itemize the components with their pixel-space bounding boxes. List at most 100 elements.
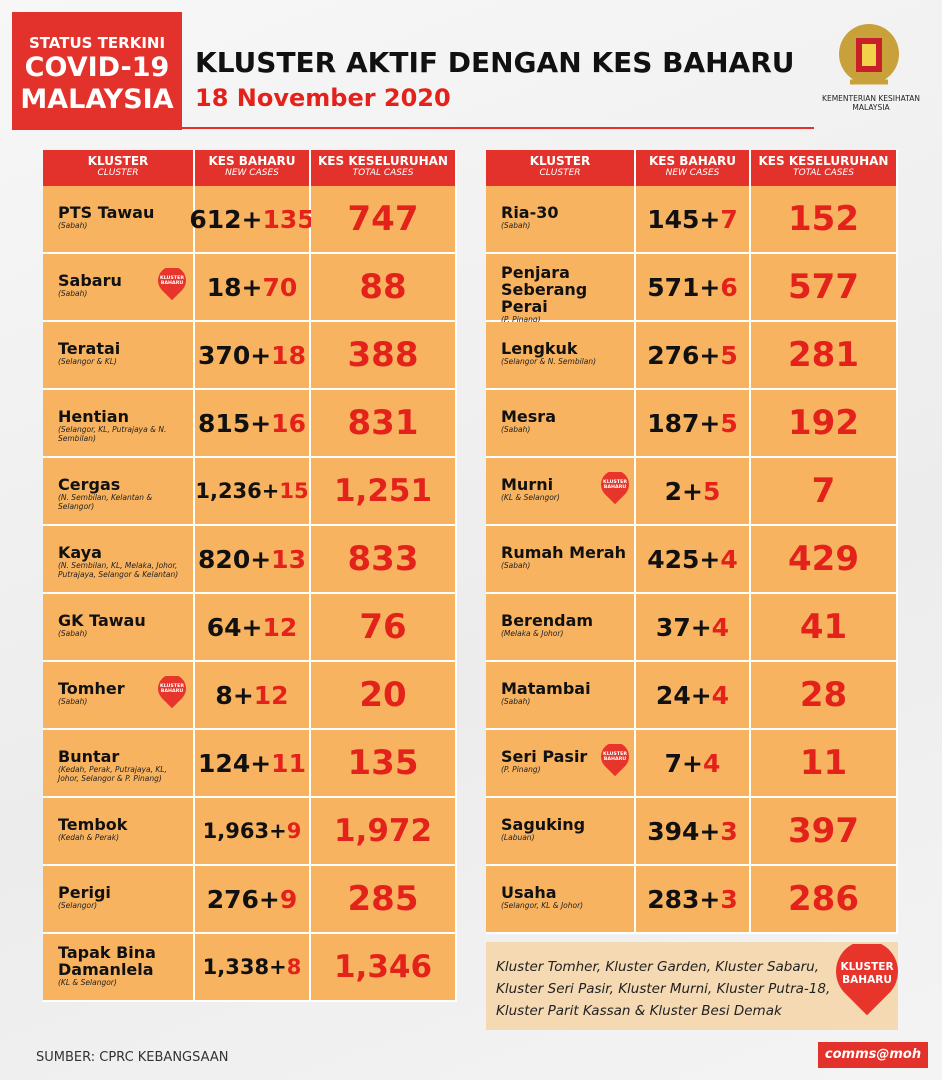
cluster-name: Cergas — [58, 475, 121, 494]
base-cases: 2 — [664, 476, 683, 506]
cluster-cell: Berendam (Melaka & Johor) — [486, 594, 636, 662]
cluster-cell: Tembok (Kedah & Perak) — [43, 798, 195, 866]
source: SUMBER: CPRC KEBANGSAAN — [36, 1050, 229, 1065]
total-cases-cell: 1,972 — [311, 798, 457, 866]
base-cases: 7 — [664, 748, 683, 778]
title: KLUSTER AKTIF DENGAN KES BAHARU — [195, 46, 795, 79]
new-cases-cell: 1,338 +8 — [195, 934, 311, 1002]
total-cases-cell: 7 — [751, 458, 898, 526]
total-cases-cell: 152 — [751, 186, 898, 254]
new-cases-cell: 8 +12 — [195, 662, 311, 730]
added-cases: 18 — [271, 340, 306, 370]
badge-text: KLUSTER BAHARU — [158, 684, 186, 695]
base-cases: 124 — [198, 748, 251, 778]
cluster-cell: Penjara Seberang Perai (P. Pinang) — [486, 254, 636, 324]
cluster-name: Penjara Seberang Perai — [501, 263, 588, 316]
column-sub: NEW CASES — [225, 168, 279, 178]
column-sub: CLUSTER — [539, 168, 581, 178]
kluster-baharu-badge: KLUSTER BAHARU — [601, 744, 629, 777]
cluster-block: Cergas (N. Sembilan, Kelantan & Selangor) — [58, 476, 186, 511]
added-cases: 3 — [720, 816, 738, 846]
kluster-baharu-badge: KLUSTER BAHARU — [158, 268, 186, 301]
cluster-state: (P. Pinang) — [501, 315, 541, 324]
plus-sign: + — [269, 819, 287, 843]
cluster-block: Mesra (Sabah) — [501, 408, 629, 434]
badge-line: KLUSTER — [840, 961, 894, 974]
total-cases-cell: 11 — [751, 730, 898, 798]
kluster-baharu-badge: KLUSTER BAHARU — [836, 944, 898, 1016]
base-cases: 276 — [206, 884, 259, 914]
cluster-block: Buntar (Kedah, Perak, Putrajaya, KL, Joho… — [58, 748, 186, 783]
new-cases-cell: 276 +9 — [195, 866, 311, 934]
total-cases-cell: 76 — [311, 594, 457, 662]
cluster-state: (Sabah) — [501, 425, 531, 434]
cluster-block: Saguking (Labuan) — [501, 816, 629, 842]
cluster-block: Tomher (Sabah) — [58, 680, 158, 706]
base-cases: 1,338 — [202, 955, 270, 979]
plus-sign: + — [699, 272, 721, 302]
total-cases-cell: 28 — [751, 662, 898, 730]
added-cases: 70 — [262, 272, 298, 302]
cluster-state: (Sabah) — [58, 697, 88, 706]
added-cases: 9 — [286, 819, 302, 843]
total-cases-cell: 88 — [311, 254, 457, 322]
column-sub: CLUSTER — [97, 168, 139, 178]
added-cases: 4 — [711, 612, 730, 642]
cluster-state: (KL & Selangor) — [501, 493, 560, 502]
status-line: MALAYSIA — [20, 84, 174, 115]
cluster-name: Berendam — [501, 611, 594, 630]
added-cases: 8 — [286, 955, 302, 979]
cluster-state: (Sabah) — [58, 221, 88, 230]
cluster-cell: Tomher (Sabah) KLUSTER BAHARU — [43, 662, 195, 730]
badge-pin — [601, 744, 629, 777]
total-cases: 1,972 — [333, 813, 433, 849]
total-cases: 1,251 — [333, 473, 433, 509]
badge-text: KLUSTER BAHARU — [601, 480, 629, 491]
base-cases: 612 — [189, 204, 242, 234]
cluster-cell: Saguking (Labuan) — [486, 798, 636, 866]
cluster-name: Matambai — [501, 679, 591, 698]
total-cases: 41 — [799, 607, 848, 647]
badge-line: BAHARU — [842, 973, 892, 986]
cluster-state: (Selangor, KL & Johor) — [501, 901, 584, 910]
total-cases: 1,346 — [333, 949, 433, 985]
total-cases: 397 — [788, 811, 859, 851]
cluster-name: Ria-30 — [501, 203, 559, 222]
column-sub: TOTAL CASES — [793, 168, 854, 178]
cluster-name: Lengkuk — [501, 339, 578, 358]
cluster-state: (N. Sembilan, Kelantan & Selangor) — [58, 493, 153, 511]
total-cases: 285 — [347, 879, 419, 919]
base-cases: 8 — [215, 680, 233, 710]
cluster-state: (Selangor & KL) — [58, 357, 117, 366]
badge-line: BAHARU — [603, 757, 627, 763]
column-label: KES BAHARU — [648, 154, 737, 168]
cluster-state: (Selangor, KL, Putrajaya & N. Sembilan) — [58, 425, 167, 443]
cluster-block: Penjara Seberang Perai (P. Pinang) — [501, 264, 629, 324]
cluster-cell: Teratai (Selangor & KL) — [43, 322, 195, 390]
column-header: KLUSTER CLUSTER — [486, 150, 636, 186]
cluster-block: Perigi (Selangor) — [58, 884, 186, 910]
total-cases: 7 — [811, 471, 836, 511]
new-cases-cell: 187 +5 — [636, 390, 751, 458]
new-cases-cell: 425 +4 — [636, 526, 751, 594]
new-cases-cell: 2 +5 — [636, 458, 751, 526]
added-cases: 4 — [702, 748, 721, 778]
total-cases-cell: 135 — [311, 730, 457, 798]
cluster-cell: Kaya (N. Sembilan, KL, Melaka, Johor, Put… — [43, 526, 195, 594]
base-cases: 815 — [198, 408, 251, 438]
total-cases: 135 — [347, 743, 419, 783]
new-cases-cell: 145 +7 — [636, 186, 751, 254]
plus-sign: + — [269, 955, 287, 979]
total-cases-cell: 286 — [751, 866, 898, 934]
cluster-cell: Tapak Bina Damanlela (KL & Selangor) — [43, 934, 195, 1002]
cluster-cell: Hentian (Selangor, KL, Putrajaya & N. Sem… — [43, 390, 195, 458]
total-cases-cell: 41 — [751, 594, 898, 662]
cluster-state: (Sabah) — [58, 629, 88, 638]
total-cases-cell: 1,346 — [311, 934, 457, 1002]
credit: comms@moh — [818, 1042, 928, 1068]
note: Kluster Tomher, Kluster Garden, Kluster … — [496, 959, 831, 1019]
cluster-block: Matambai (Sabah) — [501, 680, 629, 706]
badge-text: KLUSTER BAHARU — [158, 276, 186, 287]
plus-sign: + — [699, 884, 721, 914]
total-cases-cell: 833 — [311, 526, 457, 594]
